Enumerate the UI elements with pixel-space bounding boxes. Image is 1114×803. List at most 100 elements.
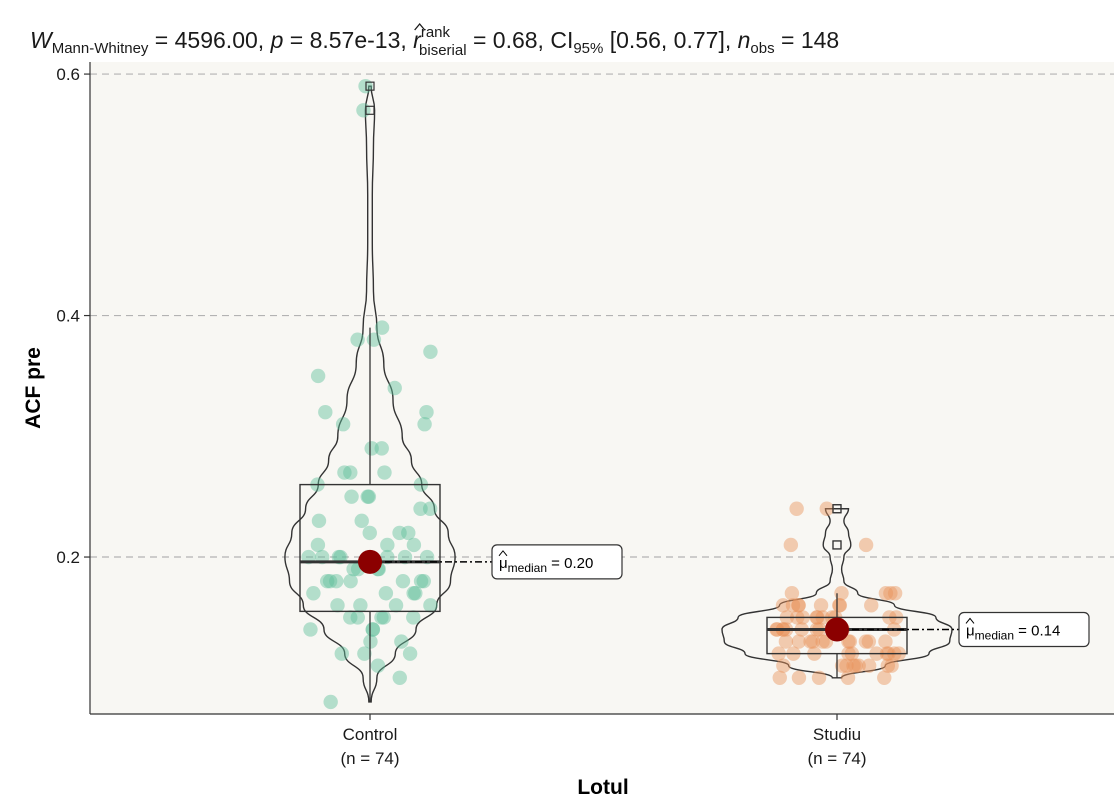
- data-point-control: [378, 586, 394, 601]
- data-point-control: [380, 537, 395, 553]
- data-point-control: [353, 598, 368, 613]
- data-point-control: [330, 598, 345, 613]
- data-point-control: [406, 537, 422, 553]
- data-point-control: [356, 103, 371, 118]
- data-point-control: [318, 404, 333, 420]
- data-point-control: [377, 465, 392, 480]
- data-point-control: [323, 694, 338, 710]
- data-point-studiu: [842, 634, 858, 649]
- median-hat: [498, 550, 508, 557]
- y-tick-labels: 0.2 0.4 0.6: [56, 65, 90, 567]
- data-point-control: [364, 441, 379, 456]
- gridlines: [90, 73, 1114, 558]
- data-point-control: [361, 489, 377, 504]
- data-point-control: [395, 573, 411, 589]
- outlier-control: [365, 105, 375, 115]
- x-tick-n-control: (n = 74): [340, 749, 399, 768]
- data-point-control: [392, 525, 407, 541]
- violin-studiu: [721, 508, 953, 679]
- data-point-control: [354, 513, 369, 529]
- data-point-control: [310, 368, 326, 384]
- data-point-studiu: [878, 586, 894, 601]
- data-point-studiu: [803, 634, 818, 649]
- y-tick-label: 0.6: [56, 65, 80, 84]
- data-point-control: [303, 622, 318, 637]
- data-point-control: [337, 465, 352, 480]
- data-point-control: [370, 658, 386, 673]
- data-point-control: [374, 320, 390, 335]
- y-tick-label: 0.4: [56, 307, 80, 326]
- data-point-control: [374, 610, 389, 625]
- data-point-studiu: [880, 658, 896, 673]
- data-point-control: [408, 586, 423, 601]
- data-point-studiu: [834, 658, 850, 673]
- data-point-control: [406, 586, 421, 601]
- data-point-studiu: [832, 598, 847, 613]
- data-point-studiu: [887, 586, 903, 601]
- data-point-control: [350, 332, 365, 347]
- data-point-control: [416, 573, 431, 589]
- x-tick-n-studiu: (n = 74): [807, 749, 866, 768]
- data-point-control: [334, 646, 349, 661]
- data-point-studiu: [858, 537, 874, 553]
- data-point-control: [310, 537, 326, 553]
- data-point-studiu: [791, 598, 806, 613]
- data-point-studiu: [776, 658, 791, 673]
- subtitle-hat: [414, 22, 426, 31]
- data-point-studiu: [785, 598, 801, 613]
- data-point-studiu: [846, 658, 861, 673]
- median-label-studiu: μmedian = 0.14: [966, 622, 1060, 642]
- data-point-studiu: [877, 670, 892, 685]
- data-point-studiu: [832, 598, 848, 613]
- data-point-control: [392, 670, 407, 685]
- data-point-studiu: [775, 598, 791, 613]
- median-label-box-studiu: [958, 611, 1090, 648]
- data-point-control: [376, 610, 391, 625]
- data-point-control: [413, 573, 429, 589]
- chart-subtitle: WMann-Whitney = 4596.00, p = 8.57e-13, r…: [30, 24, 839, 59]
- data-point-studiu: [791, 670, 807, 685]
- data-point-control: [365, 622, 380, 637]
- median-label-control: μmedian = 0.20: [499, 555, 593, 575]
- data-point-control: [365, 622, 381, 637]
- data-point-control: [344, 489, 359, 504]
- data-point-control: [423, 344, 438, 359]
- data-point-control: [306, 586, 321, 601]
- data-point-control: [406, 610, 421, 625]
- data-point-studiu: [861, 658, 877, 673]
- data-point-studiu: [883, 586, 898, 601]
- x-tick-label-studiu: Studiu: [813, 725, 861, 744]
- data-point-control: [402, 646, 418, 661]
- data-point-control: [366, 332, 382, 347]
- box-control: [299, 483, 441, 613]
- data-point-studiu: [851, 658, 866, 673]
- data-point-control: [343, 610, 358, 625]
- median-hat: [965, 617, 975, 624]
- median-point-control: [358, 549, 382, 574]
- data-point-control: [350, 610, 365, 625]
- data-point-studiu: [811, 670, 827, 685]
- violin-control: [284, 85, 456, 703]
- data-point-studiu: [791, 634, 807, 649]
- data-point-studiu: [815, 634, 830, 649]
- data-point-control: [311, 513, 327, 529]
- violins: [284, 85, 953, 703]
- data-point-studiu: [840, 670, 856, 685]
- data-point-studiu: [858, 634, 874, 649]
- data-point-control: [357, 646, 372, 661]
- data-point-studiu: [805, 634, 821, 649]
- data-point-control: [343, 465, 358, 480]
- data-point-studiu: [864, 598, 879, 613]
- data-point-studiu: [789, 501, 804, 516]
- data-point-studiu: [813, 598, 829, 613]
- plot-panel: [90, 62, 1114, 714]
- data-point-control: [335, 417, 351, 432]
- x-axis-title: Lotul: [577, 776, 628, 799]
- data-point-control: [422, 501, 438, 516]
- outlier-studiu: [832, 504, 842, 514]
- data-point-studiu: [839, 658, 854, 673]
- data-point-control: [329, 573, 344, 589]
- data-point-control: [343, 573, 358, 589]
- data-point-control: [419, 404, 434, 420]
